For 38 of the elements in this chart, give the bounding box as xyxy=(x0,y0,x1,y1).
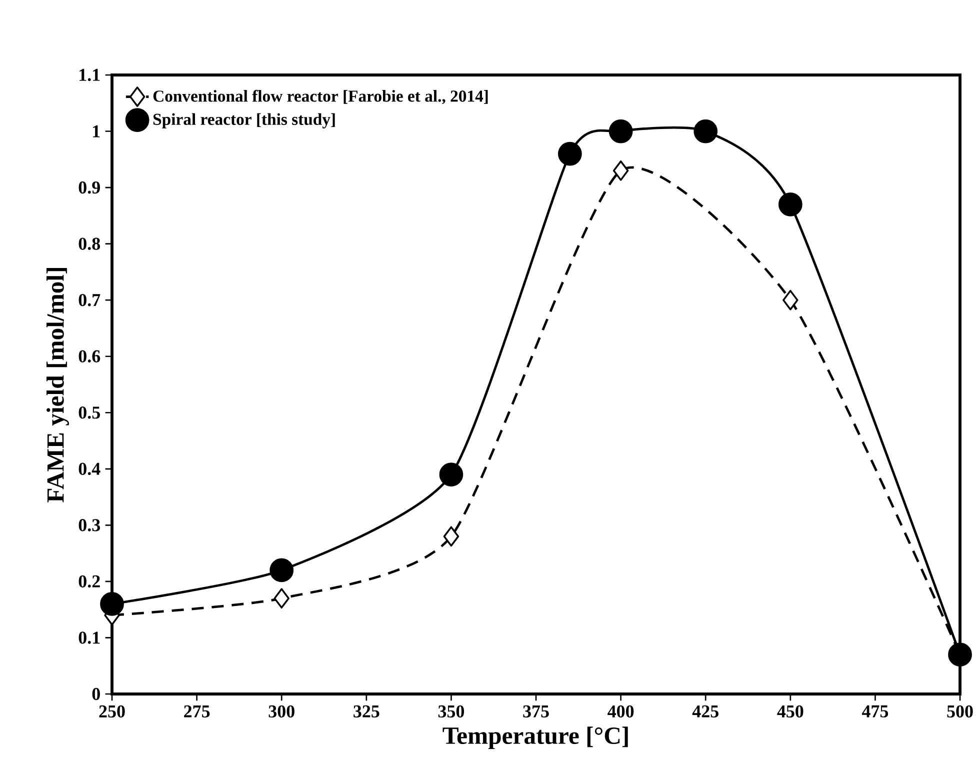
y-tick-label: 1.1 xyxy=(80,68,100,82)
x-tick-label: 400 xyxy=(608,705,634,718)
legend-label: Spiral reactor [this study] xyxy=(153,113,335,128)
legend-label: Conventional flow reactor [Farobie et al., 2014] xyxy=(153,90,488,104)
x-axis-title: Temperature [°C] xyxy=(442,726,628,750)
y-tick-label: 0.4 xyxy=(78,462,100,476)
point xyxy=(778,192,802,216)
x-tick-label: 275 xyxy=(184,705,210,718)
x-tick-label: 475 xyxy=(862,705,888,718)
point xyxy=(270,558,294,582)
x-tick-label: 250 xyxy=(99,705,125,718)
x-tick-label: 500 xyxy=(947,705,973,718)
y-tick-label: 0.1 xyxy=(78,632,100,644)
y-tick-label: 1 xyxy=(93,125,100,138)
y-tick-label: 0.8 xyxy=(78,238,100,250)
y-tick-label: 0.2 xyxy=(78,575,100,588)
x-tick-label: 425 xyxy=(692,705,718,718)
x-tick-label: 450 xyxy=(777,705,804,718)
point xyxy=(558,142,582,166)
y-tick-label: 0.6 xyxy=(78,350,100,362)
point xyxy=(274,588,290,609)
y-axis-title: FAME yield [mol/mol] xyxy=(46,268,69,502)
x-tick-label: 350 xyxy=(438,705,464,718)
y-tick-label: 0.5 xyxy=(78,406,100,419)
point xyxy=(694,119,718,144)
x-tick-label: 375 xyxy=(523,705,549,718)
x-tick-label: 325 xyxy=(354,705,380,718)
y-tick-label: 0.3 xyxy=(78,519,100,532)
point xyxy=(612,160,629,181)
x-tick-label: 300 xyxy=(268,705,294,718)
point xyxy=(443,526,460,547)
point xyxy=(100,592,124,616)
y-tick-label: 0.9 xyxy=(78,181,100,194)
point xyxy=(439,462,464,486)
y-tick-label: 0 xyxy=(92,688,100,700)
point xyxy=(782,290,798,310)
point xyxy=(608,119,633,144)
y-tick-label: 0.7 xyxy=(78,294,100,306)
